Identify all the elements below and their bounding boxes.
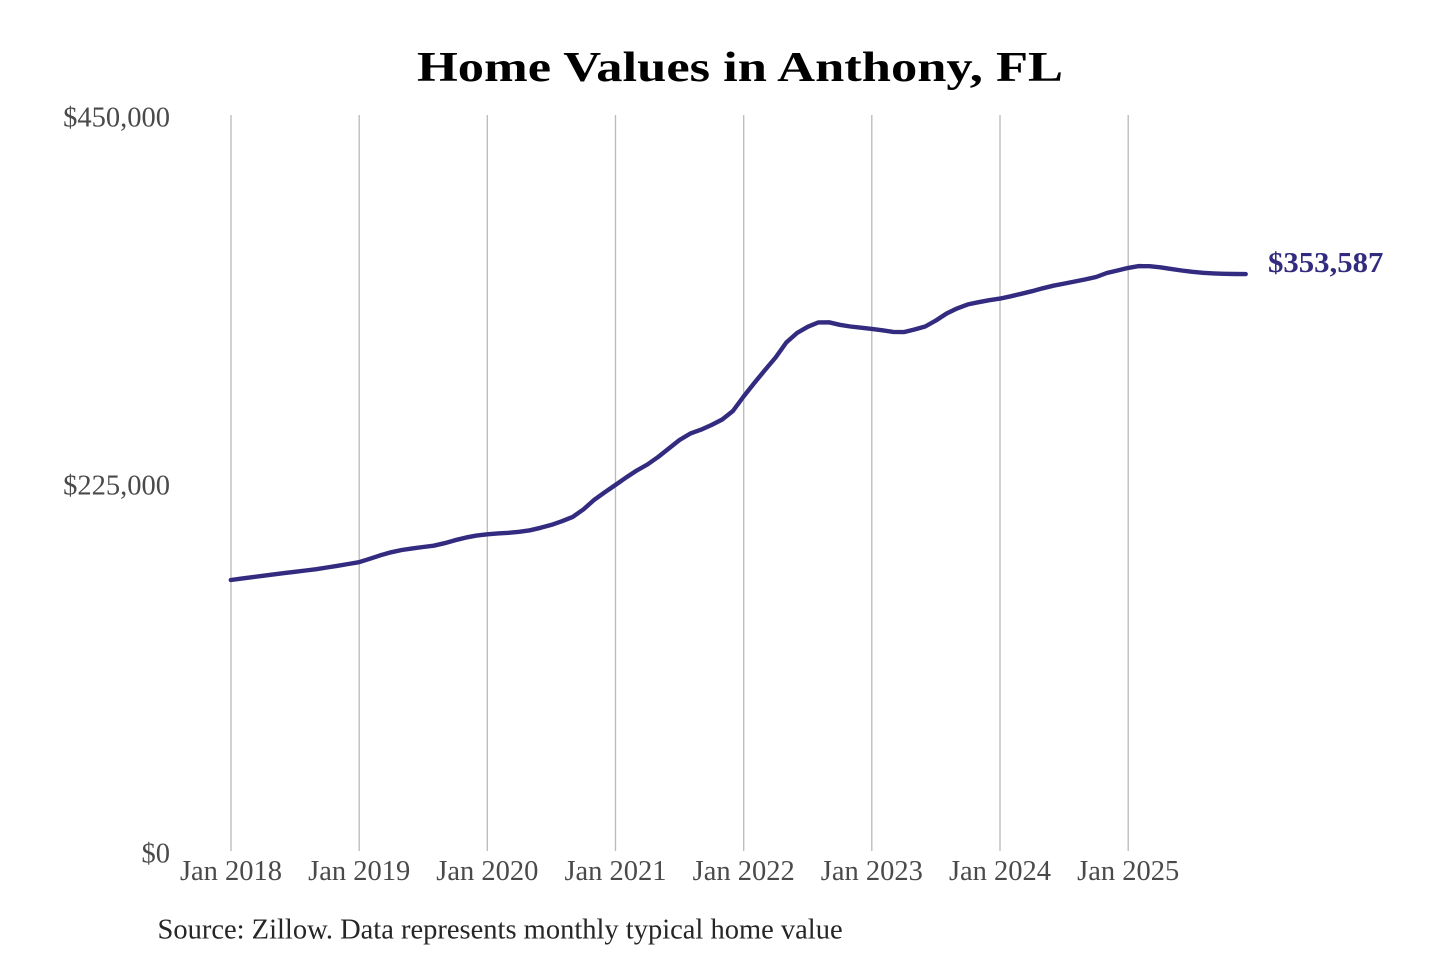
svg-text:Jan 2019: Jan 2019 <box>308 856 410 887</box>
svg-text:Jan 2022: Jan 2022 <box>693 856 795 887</box>
svg-text:Jan 2025: Jan 2025 <box>1077 856 1179 887</box>
svg-text:Jan 2024: Jan 2024 <box>949 856 1051 887</box>
svg-text:$0: $0 <box>142 839 171 870</box>
svg-text:Jan 2020: Jan 2020 <box>436 856 538 887</box>
svg-text:Jan 2021: Jan 2021 <box>564 856 666 887</box>
svg-text:Home Values in Anthony, FL: Home Values in Anthony, FL <box>417 45 1063 91</box>
svg-text:$353,587: $353,587 <box>1268 248 1384 279</box>
svg-text:Jan 2023: Jan 2023 <box>821 856 923 887</box>
svg-text:Jan 2018: Jan 2018 <box>180 856 282 887</box>
svg-text:$225,000: $225,000 <box>63 471 170 502</box>
svg-text:Source: Zillow. Data represent: Source: Zillow. Data represents monthly … <box>158 915 843 946</box>
svg-text:$450,000: $450,000 <box>63 103 170 134</box>
